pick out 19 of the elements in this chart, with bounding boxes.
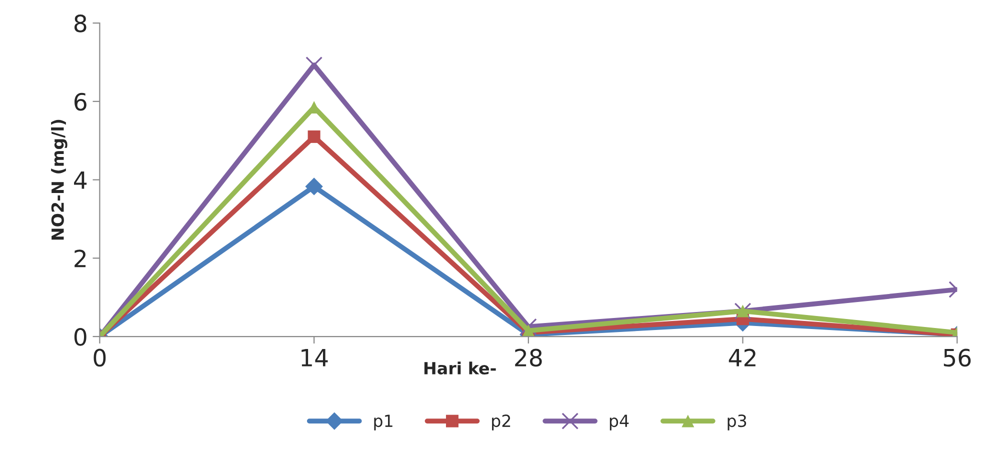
y-tick-label: 2 — [74, 250, 86, 268]
y-axis-title: NO2-N (mg/l) — [51, 120, 68, 240]
legend-label: p1 — [374, 414, 392, 430]
point — [308, 130, 320, 143]
y-tick-label: 6 — [74, 92, 86, 111]
legend-label: p2 — [492, 414, 510, 430]
legend-label: p4 — [610, 414, 629, 430]
x-tick-label: 42 — [728, 348, 756, 366]
point — [520, 318, 537, 336]
y-tick-label: 0 — [74, 328, 86, 346]
x-tick-label: 56 — [944, 348, 971, 367]
x-tick-label: 28 — [515, 348, 542, 367]
y-tick-label: 8 — [74, 14, 86, 32]
x-tick-label: 0 — [94, 348, 106, 367]
point — [305, 178, 323, 196]
x-axis-title: Hari ke- — [424, 362, 496, 375]
x-tick-label: 14 — [302, 349, 328, 366]
y-tick-label: 4 — [74, 172, 87, 189]
legend-label: p3 — [728, 414, 746, 430]
